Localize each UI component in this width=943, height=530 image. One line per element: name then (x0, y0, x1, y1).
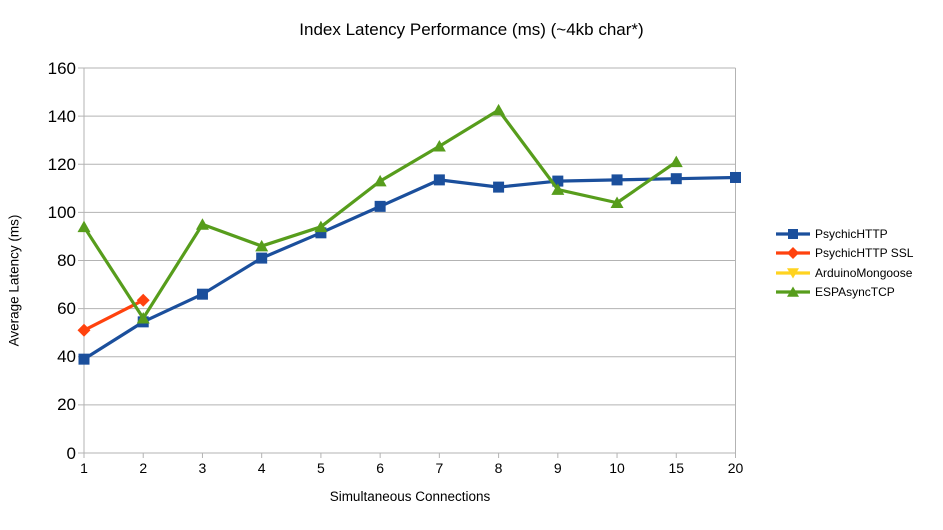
legend-label: ArduinoMongoose (815, 265, 913, 280)
series-marker-square (196, 288, 208, 300)
series-marker-triangle-up (669, 155, 683, 168)
x-tick-label-4: 4 (257, 460, 266, 476)
series-marker-triangle-up (136, 312, 150, 324)
y-tick-label-40: 40 (57, 347, 76, 367)
x-tick-label-15: 15 (668, 460, 685, 476)
legend-marker-triangle-up (776, 286, 810, 298)
x-tick-label-8: 8 (494, 460, 503, 476)
series-marker-square (552, 175, 564, 187)
series-marker-triangle-up (610, 196, 624, 209)
series-line (82, 108, 678, 320)
y-tick-label-60: 60 (57, 299, 76, 319)
x-tick-label-3: 3 (198, 460, 207, 476)
legend-label: PsychicHTTP SSL (815, 246, 914, 261)
x-tick-label-20: 20 (727, 460, 744, 476)
legend-item-psychichttp-ssl: PsychicHTTP SSL (775, 244, 913, 264)
x-tick-label-10: 10 (609, 460, 625, 476)
legend-marker-glyph (788, 228, 798, 239)
legend-marker-glyph (787, 247, 799, 260)
series-marker-square (78, 353, 90, 365)
series-marker-square (374, 200, 386, 212)
series-marker-triangle-up (77, 220, 91, 233)
series-marker-square (611, 174, 623, 186)
series-marker-square (670, 173, 682, 185)
legend-item-espasynctcp: ESPAsyncTCP (775, 283, 913, 303)
chart-title: Index Latency Performance (ms) (~4kb cha… (299, 20, 644, 39)
series-marker-triangle-up (195, 218, 209, 230)
legend: PsychicHTTP PsychicHTTP SSL ArduinoMongoos… (775, 224, 913, 302)
legend-marker-square (776, 228, 810, 239)
y-tick-label-100: 100 (47, 202, 76, 222)
series-PsychicHTTP (78, 171, 741, 365)
series-marker-triangle-up (432, 140, 446, 152)
x-axis-title: Simultaneous Connections (329, 489, 491, 504)
series-PsychicHTTP SSL (77, 293, 150, 337)
legend-marker-glyph (787, 267, 799, 279)
series-marker-triangle-up (492, 103, 506, 116)
x-tick-label-9: 9 (553, 460, 562, 476)
legend-item-arduinomongoose: ArduinoMongoose (775, 263, 913, 283)
series-marker-square (730, 171, 741, 183)
y-tick-label-140: 140 (47, 106, 76, 126)
series-marker-square (256, 252, 268, 264)
y-tick-label-20: 20 (57, 395, 76, 415)
series-marker-triangle-up (255, 239, 269, 252)
legend-marker-triangle-down (776, 267, 810, 279)
series-marker-diamond (77, 323, 91, 337)
x-tick-label-5: 5 (317, 460, 325, 476)
x-tick-label-7: 7 (435, 460, 444, 476)
y-tick-label-120: 120 (47, 154, 76, 174)
series-marker-triangle-up (551, 183, 565, 195)
series-marker-square (315, 227, 327, 239)
series-line (83, 175, 736, 361)
legend-item-psychichttp: PsychicHTTP (775, 224, 913, 244)
series-marker-triangle-up (373, 174, 387, 187)
series-ESPAsyncTCP (77, 103, 683, 324)
series-marker-square (433, 174, 445, 186)
legend-marker-glyph (787, 286, 799, 298)
y-tick-label-0: 0 (66, 443, 76, 463)
legend-label: PsychicHTTP (815, 226, 888, 241)
y-tick-label-80: 80 (57, 251, 76, 270)
y-tick-label-160: 160 (47, 58, 76, 78)
x-tick-label-2: 2 (139, 460, 148, 476)
x-tick-label-1: 1 (80, 460, 88, 476)
legend-label: ESPAsyncTCP (815, 285, 895, 300)
series-marker-triangle-up (314, 220, 328, 233)
series-marker-diamond (136, 293, 150, 307)
x-tick-label-6: 6 (376, 460, 385, 476)
legend-marker-diamond (776, 247, 810, 260)
series-marker-square (493, 181, 505, 193)
